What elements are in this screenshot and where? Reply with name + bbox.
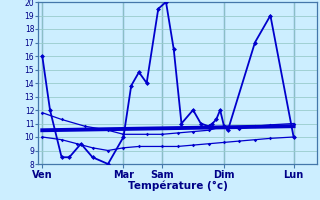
X-axis label: Température (°c): Température (°c): [128, 181, 228, 191]
